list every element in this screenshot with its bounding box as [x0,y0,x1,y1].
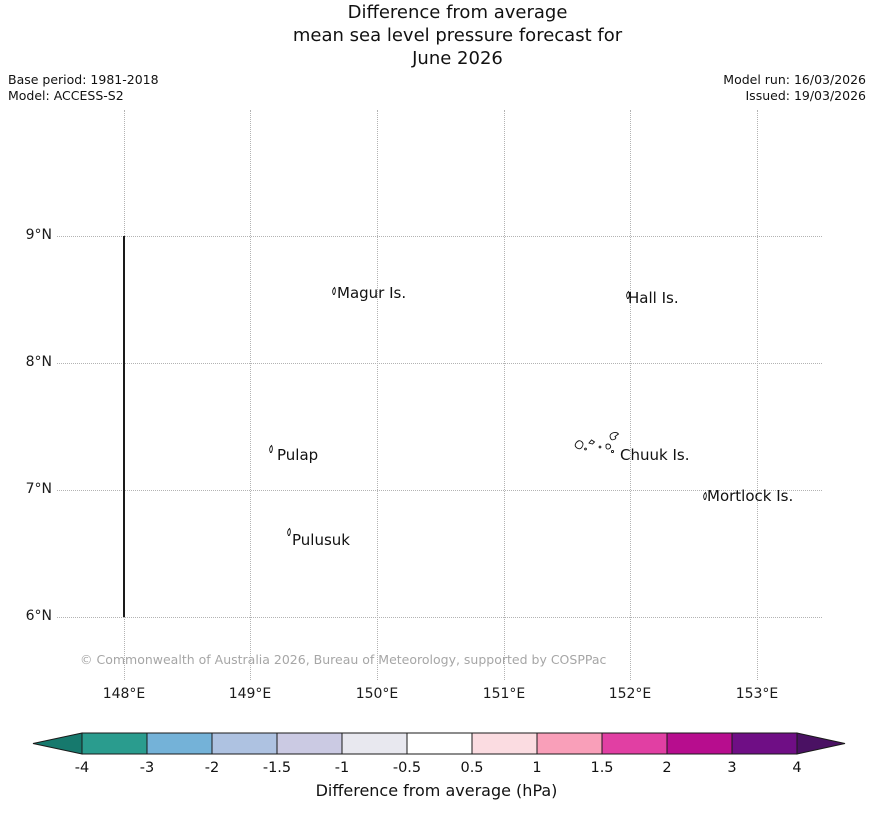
lat-gridline [57,236,822,237]
colorbar-tick-label: -1.5 [262,760,292,776]
island-label: Chuuk Is. [620,446,690,464]
title-line-1: Difference from average [347,2,568,23]
chart-title: Difference from average mean sea level p… [21,1,873,70]
colorbar-tick-label: -1 [334,760,350,776]
meta-right: Model run: 16/03/2026 Issued: 19/03/2026 [723,72,866,104]
lon-tick-label: 153°E [735,686,779,702]
title-line-2: mean sea level pressure forecast for [292,25,623,46]
lat-tick-label: 6°N [25,608,52,624]
island-coastline-marker [331,281,338,300]
island-label: Mortlock Is. [707,487,794,505]
lat-tick-label: 9°N [25,227,52,243]
chuuk-islets-coastline [574,431,620,454]
colorbar [32,732,846,755]
island-label: Pulusuk [292,531,350,549]
lon-gridline [377,110,378,680]
base-period-text: Base period: 1981-2018 [8,72,159,87]
colorbar-tick-label: 3 [727,760,737,776]
colorbar-tick-label: 0.5 [460,760,484,776]
lat-tick-label: 7°N [25,481,52,497]
island-label: Pulap [277,446,319,464]
lon-gridline [504,110,505,680]
island-label: Hall Is. [628,289,679,307]
model-text: Model: ACCESS-S2 [8,88,124,103]
copyright-text: © Commonwealth of Australia 2026, Bureau… [80,652,607,667]
island-coastline-marker [702,486,709,505]
lon-tick-label: 149°E [228,686,272,702]
lon-tick-label: 152°E [608,686,652,702]
colorbar-tick-label: -2 [204,760,220,776]
issued-text: Issued: 19/03/2026 [745,88,867,103]
lon-gridline [250,110,251,680]
lon-gridline [630,110,631,680]
colorbar-label: Difference from average (hPa) [315,781,558,800]
colorbar-tick-label: 4 [792,760,802,776]
island-coastline-marker [286,522,293,541]
island-label: Magur Is. [337,284,407,302]
lon-gridline [757,110,758,680]
lat-gridline [57,363,822,364]
island-coastline-marker [625,285,632,304]
lon-tick-label: 151°E [482,686,526,702]
colorbar-tick-label: 1.5 [590,760,614,776]
island-coastline-marker [268,439,275,458]
lat-gridline [57,490,822,491]
meta-left: Base period: 1981-2018 Model: ACCESS-S2 [8,72,159,104]
colorbar-tick-label: -0.5 [392,760,422,776]
colorbar-tick-label: 1 [532,760,542,776]
model-run-text: Model run: 16/03/2026 [723,72,866,87]
colorbar-tick-label: 2 [662,760,672,776]
lon-tick-label: 148°E [102,686,146,702]
lat-tick-label: 8°N [25,354,52,370]
lon-tick-label: 150°E [355,686,399,702]
title-line-3: June 2026 [412,48,503,69]
lat-gridline [57,617,822,618]
colorbar-tick-label: -3 [139,760,155,776]
colorbar-tick-label: -4 [74,760,90,776]
meridian-boundary-line [123,236,125,617]
